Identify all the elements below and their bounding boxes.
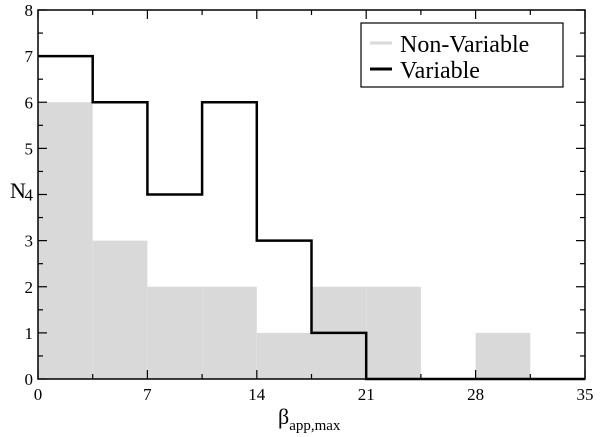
y-tick-label: 5 — [25, 139, 34, 158]
x-axis-label-subscript: app,max — [289, 418, 341, 434]
non-variable-bar — [475, 332, 531, 379]
non-variable-bar — [366, 286, 421, 379]
non-variable-bar — [38, 102, 93, 379]
y-tick-label: 8 — [25, 1, 34, 20]
y-tick-label: 0 — [25, 370, 34, 389]
legend-label-variable: Variable — [400, 58, 480, 84]
x-axis-label: βapp,max — [278, 404, 341, 434]
legend-label-non-variable: Non-Variable — [400, 32, 529, 58]
x-tick-label: 35 — [577, 385, 594, 404]
axis-ticks — [37, 9, 586, 380]
x-axis-label-main: β — [278, 404, 289, 429]
non-variable-bar — [256, 332, 312, 379]
x-tick-label: 28 — [467, 385, 484, 404]
x-tick-label: 14 — [248, 385, 266, 404]
legend-box — [360, 22, 564, 88]
y-axis-label: N — [10, 178, 26, 203]
y-tick-label: 3 — [25, 232, 34, 251]
x-tick-label: 0 — [34, 385, 43, 404]
y-tick-label: 6 — [25, 93, 34, 112]
x-tick-label: 7 — [143, 385, 152, 404]
legend: Non-Variable Variable — [360, 22, 564, 88]
x-tick-label: 21 — [358, 385, 375, 404]
non-variable-bar — [147, 286, 203, 379]
non-variable-bar — [92, 240, 148, 379]
y-tick-label: 2 — [25, 278, 34, 297]
y-tick-label: 4 — [25, 186, 34, 205]
y-tick-label: 7 — [25, 47, 34, 66]
non-variable-bar — [202, 286, 257, 379]
tick-labels: 0 7 14 21 28 35 0 1 2 3 4 5 6 7 8 — [25, 1, 594, 404]
y-tick-label: 1 — [25, 324, 34, 343]
